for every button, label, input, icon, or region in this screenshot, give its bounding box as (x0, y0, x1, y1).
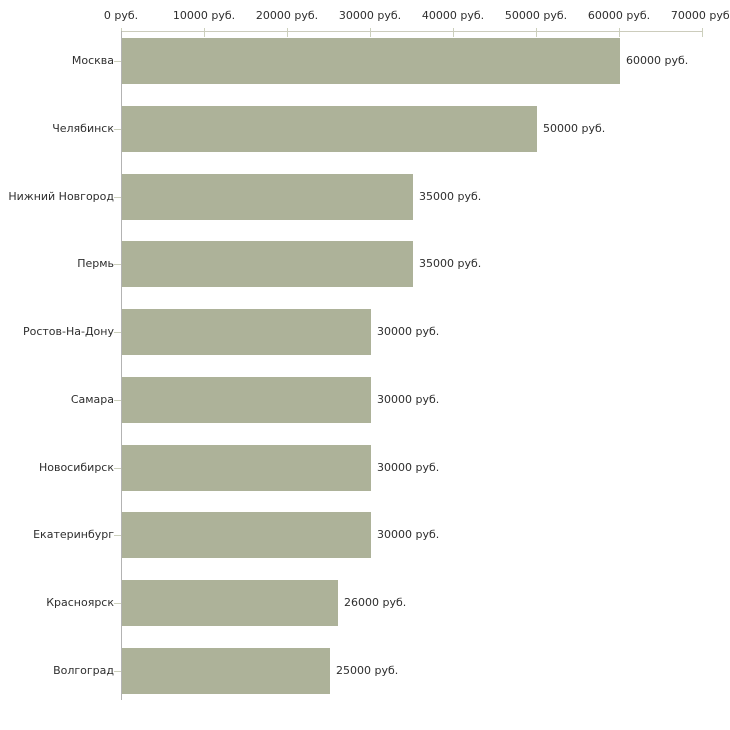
y-category-label: Москва (71, 54, 114, 67)
x-tick-label: 50000 руб. (504, 9, 568, 22)
y-category-label: Челябинск (52, 122, 114, 135)
y-tick-mark (114, 400, 121, 401)
y-tick-mark (114, 61, 121, 62)
bar (122, 648, 330, 694)
x-tick-label: 10000 руб. (172, 9, 236, 22)
y-tick-mark (114, 603, 121, 604)
x-tick-label: 60000 руб. (587, 9, 651, 22)
x-tick-label: 20000 руб. (255, 9, 319, 22)
x-axis-line (121, 31, 703, 32)
y-tick-mark (114, 197, 121, 198)
x-tick-label: 70000 руб. (670, 9, 730, 22)
y-axis-line (121, 31, 122, 700)
bar (122, 174, 413, 220)
y-category-label: Самара (70, 393, 114, 406)
y-category-label: Красноярск (46, 596, 114, 609)
bar (122, 512, 371, 558)
bar (122, 309, 371, 355)
x-tick-label: 30000 руб. (338, 9, 402, 22)
bar-value-label: 30000 руб. (377, 393, 440, 406)
x-tick-mark (204, 28, 205, 37)
y-category-label: Волгоград (53, 664, 114, 677)
x-tick-mark (453, 28, 454, 37)
bar (122, 377, 371, 423)
bar-value-label: 35000 руб. (419, 257, 482, 270)
y-category-label: Ростов-На-Дону (22, 325, 114, 338)
x-tick-mark (619, 28, 620, 37)
y-category-label: Екатеринбург (33, 528, 114, 541)
bar (122, 580, 338, 626)
y-category-label: Нижний Новгород (8, 190, 114, 203)
x-tick-mark (370, 28, 371, 37)
x-tick-mark (536, 28, 537, 37)
bar-value-label: 25000 руб. (336, 664, 399, 677)
y-tick-mark (114, 264, 121, 265)
y-tick-mark (114, 332, 121, 333)
bar-value-label: 35000 руб. (419, 190, 482, 203)
y-tick-mark (114, 129, 121, 130)
bar-value-label: 30000 руб. (377, 325, 440, 338)
x-tick-mark (702, 28, 703, 37)
y-tick-mark (114, 671, 121, 672)
y-category-label: Пермь (77, 257, 114, 270)
y-tick-mark (114, 468, 121, 469)
bar (122, 445, 371, 491)
x-tick-mark (287, 28, 288, 37)
bar-value-label: 60000 руб. (626, 54, 689, 67)
bar-value-label: 26000 руб. (344, 596, 407, 609)
x-tick-label: 0 руб. (103, 9, 139, 22)
bar-value-label: 50000 руб. (543, 122, 606, 135)
bar (122, 106, 537, 152)
bar-value-label: 30000 руб. (377, 461, 440, 474)
y-category-label: Новосибирск (38, 461, 114, 474)
bar (122, 38, 620, 84)
x-tick-label: 40000 руб. (421, 9, 485, 22)
bar (122, 241, 413, 287)
y-tick-mark (114, 535, 121, 536)
bar-value-label: 30000 руб. (377, 528, 440, 541)
